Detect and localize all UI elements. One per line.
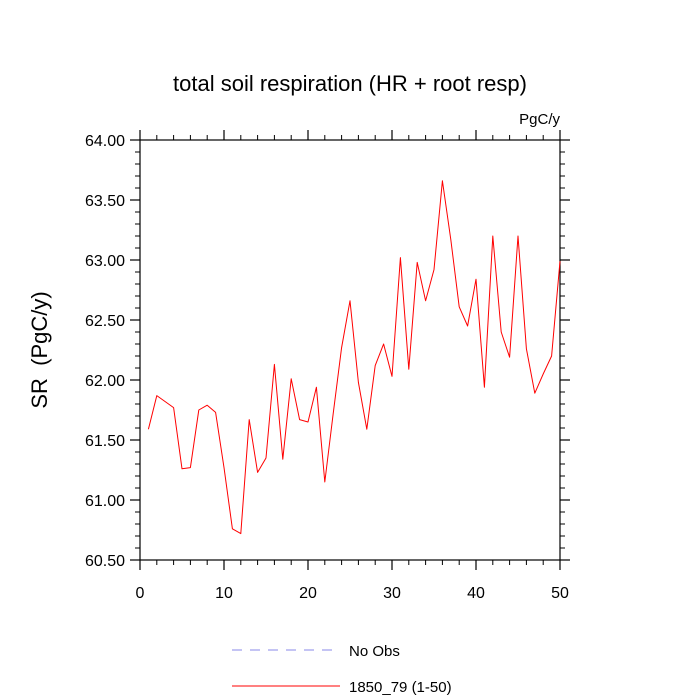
axis-ticks <box>130 130 570 570</box>
units-label: PgC/y <box>519 111 560 128</box>
legend-label: 1850_79 (1-50) <box>349 679 452 696</box>
y-tick-label: 63.00 <box>85 253 125 270</box>
legend-label: No Obs <box>349 643 400 660</box>
series-lines <box>147 180 561 535</box>
legend: No Obs 1850_79 (1-50) <box>232 643 452 696</box>
y-tick-label: 61.50 <box>85 433 125 450</box>
y-tick-label: 63.50 <box>85 193 125 210</box>
plot-frame <box>139 139 561 561</box>
x-tick-label: 40 <box>467 585 485 602</box>
y-tick-label: 64.00 <box>85 133 125 150</box>
axis-tick-labels: 60.50 61.00 61.50 62.00 62.50 63.00 63.50 64.00… <box>85 133 569 602</box>
x-tick-label: 50 <box>551 585 569 602</box>
y-axis-label: SR (PgC/y) <box>27 291 52 408</box>
chart-title: total soil respiration (HR + root resp) <box>173 71 527 96</box>
y-tick-label: 61.00 <box>85 493 125 510</box>
y-tick-label: 62.00 <box>85 373 125 390</box>
x-tick-label: 0 <box>136 585 145 602</box>
y-tick-label: 60.50 <box>85 553 125 570</box>
x-tick-label: 30 <box>383 585 401 602</box>
series-line <box>147 180 561 535</box>
x-tick-label: 20 <box>299 585 317 602</box>
y-tick-label: 62.50 <box>85 313 125 330</box>
x-tick-label: 10 <box>215 585 233 602</box>
